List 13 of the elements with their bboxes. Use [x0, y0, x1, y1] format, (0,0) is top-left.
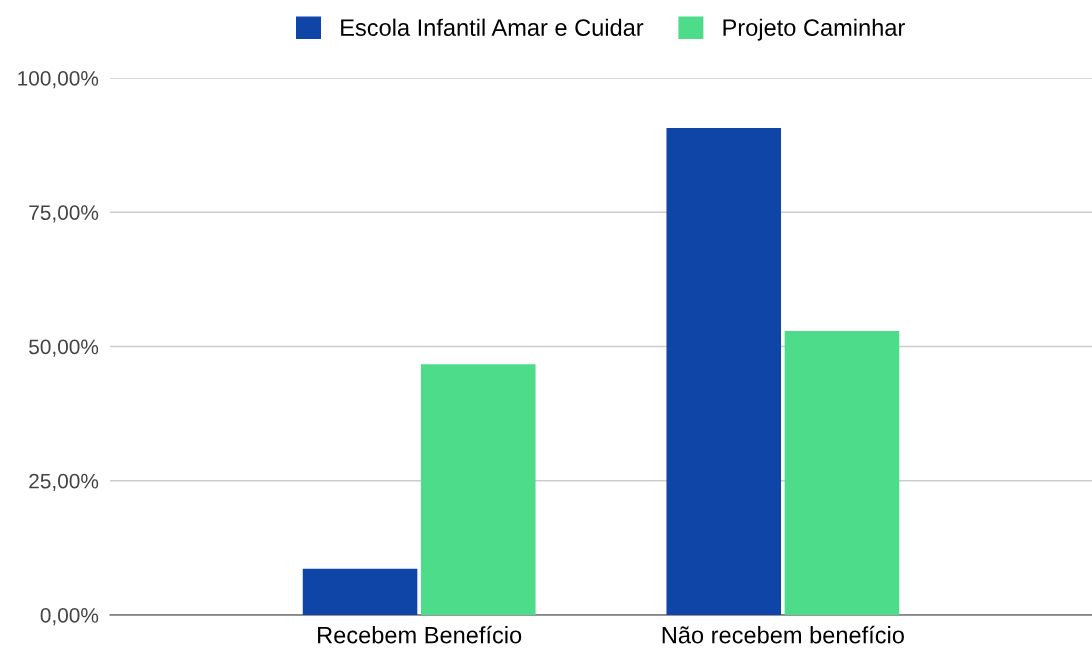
- bar: [666, 127, 782, 615]
- bar: [420, 364, 536, 615]
- x-tick-label: Recebem Benefício: [318, 625, 522, 644]
- y-tick-label: 50,00%: [29, 339, 99, 357]
- legend-label: Escola Infantil Amar e Cuidar: [341, 18, 644, 36]
- y-tick-label: 75,00%: [29, 205, 99, 223]
- y-tick-label: 25,00%: [29, 473, 99, 491]
- bar: [784, 330, 900, 615]
- y-tick-label: 100,00%: [18, 71, 99, 89]
- y-tick-label: 0,00%: [40, 608, 99, 626]
- x-tick-label: Não recebem benefício: [662, 625, 904, 644]
- legend-label: Projeto Caminhar: [723, 18, 905, 41]
- bar: [302, 568, 418, 615]
